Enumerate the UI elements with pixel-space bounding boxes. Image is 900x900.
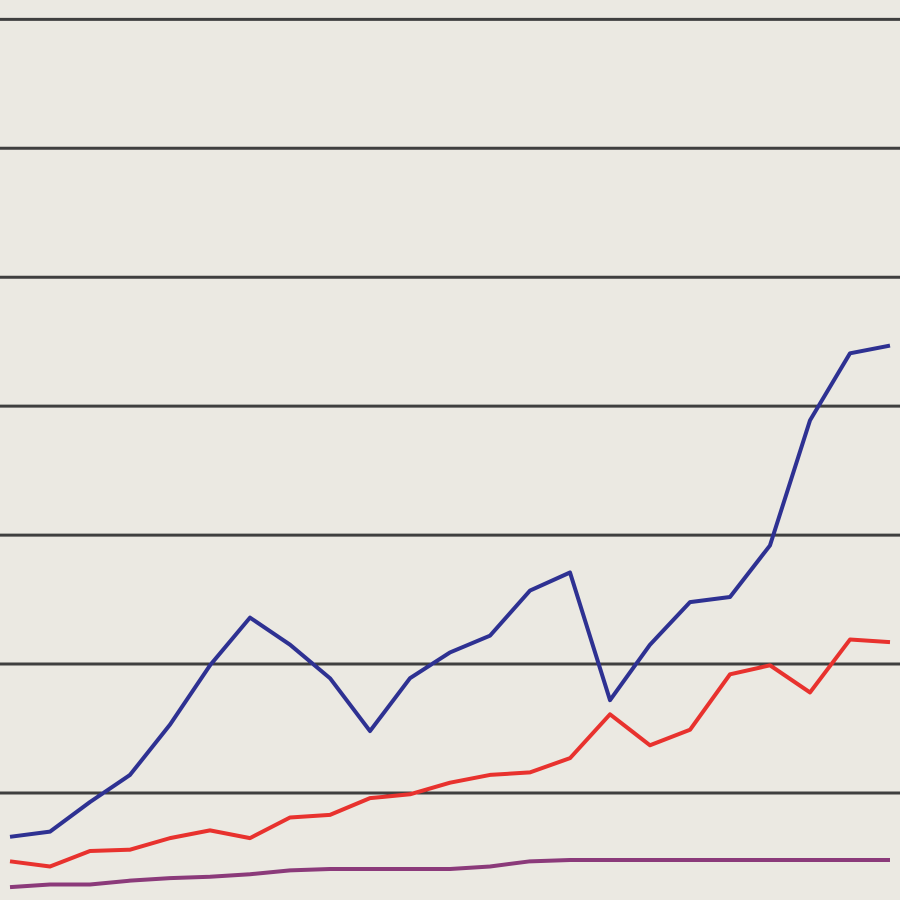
line-series xyxy=(9,637,891,869)
line-series xyxy=(9,343,891,839)
line-series xyxy=(9,858,890,890)
